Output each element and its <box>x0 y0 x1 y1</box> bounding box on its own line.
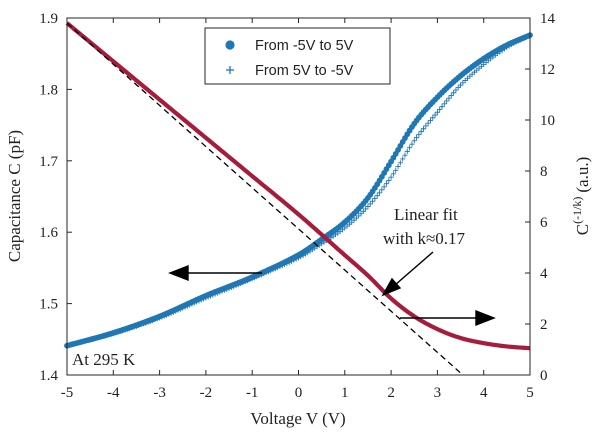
reverse-sweep-point <box>409 141 415 147</box>
reverse-sweep-point <box>376 190 383 196</box>
reverse-sweep-point <box>400 156 406 162</box>
annotation-arrows <box>168 251 496 327</box>
reverse-sweep-point <box>395 163 401 170</box>
y-right-tick-label: 2 <box>540 317 548 333</box>
reverse-sweep-point <box>423 123 429 129</box>
x-tick-label: 3 <box>434 385 442 401</box>
x-tick-label: -2 <box>200 385 213 401</box>
plot-area <box>64 21 533 376</box>
y-right-tick-label: 8 <box>540 164 548 180</box>
legend-box <box>204 27 391 85</box>
legend-label-forward: From -5V to 5V <box>255 38 354 54</box>
reverse-sweep-point <box>437 106 443 113</box>
axes: -5 -4 -3 -2 -1 0 1 2 3 4 51.41.51.61.71.81.9024681… <box>39 11 555 401</box>
fit-label-line1: Linear fit <box>394 205 458 224</box>
x-tick-label: 2 <box>387 385 395 401</box>
linear-fit-line <box>66 22 464 376</box>
y-left-tick-label: 1.8 <box>39 82 58 98</box>
y-right-tick-label: 4 <box>540 266 548 282</box>
x-tick-label: -4 <box>107 385 120 401</box>
reverse-sweep-point <box>388 174 394 180</box>
y-right-tick-label: 0 <box>540 368 548 384</box>
x-axis-label: Voltage V (V) <box>250 409 345 428</box>
temperature-label: At 295 K <box>72 350 136 369</box>
y-left-tick-label: 1.6 <box>39 225 58 241</box>
legend-marker-plus <box>226 66 234 74</box>
reverse-sweep-point <box>393 167 399 173</box>
fit-label-line2: with k≈0.17 <box>383 229 466 248</box>
reverse-sweep-point <box>369 198 376 204</box>
reverse-sweep-point <box>381 184 387 190</box>
x-tick-label: 5 <box>526 385 534 401</box>
series-forward-sweep <box>64 32 533 349</box>
y-right-axis-label-exponent: (-1/k) <box>570 197 584 224</box>
reverse-sweep-point <box>413 135 420 141</box>
reverse-sweep-point <box>444 98 450 104</box>
legend-marker-circle <box>225 40 235 50</box>
reverse-sweep-point <box>358 211 364 217</box>
reverse-sweep-point <box>453 87 459 93</box>
reverse-sweep-point <box>439 104 445 110</box>
reverse-sweep-point <box>386 177 392 184</box>
reverse-sweep-point <box>390 171 397 177</box>
x-tick-label: -1 <box>246 385 259 401</box>
reverse-sweep-point <box>418 129 424 135</box>
reverse-sweep-point <box>383 181 390 187</box>
arrow-to-right-axis-head <box>475 309 496 327</box>
arrow-to-fit-head <box>381 277 402 297</box>
reverse-sweep-point <box>430 115 436 121</box>
y-left-axis-label: Capacitance C (pF) <box>5 130 24 262</box>
y-left-tick-label: 1.4 <box>39 368 58 384</box>
reverse-sweep-point <box>365 203 371 210</box>
x-tick-label: -5 <box>61 385 74 401</box>
reverse-sweep-point <box>451 90 457 96</box>
x-tick-label: 0 <box>295 385 303 401</box>
reverse-sweep-point <box>427 117 434 124</box>
reverse-sweep-point <box>462 77 468 84</box>
y-right-tick-label: 14 <box>540 11 556 27</box>
y-left-tick-label: 1.7 <box>39 154 58 170</box>
reverse-sweep-point <box>420 126 427 132</box>
reverse-sweep-point <box>432 112 438 118</box>
arrow-to-fit-line <box>394 251 434 286</box>
arrow-to-left-axis-head <box>168 264 189 282</box>
reverse-sweep-point <box>407 145 413 151</box>
reverse-sweep-point <box>356 213 362 219</box>
reverse-sweep-point <box>367 201 373 207</box>
reverse-sweep-point <box>448 92 454 99</box>
y-right-axis-label-base: C <box>573 224 592 235</box>
reverse-sweep-point <box>425 120 431 126</box>
legend: From -5V to 5V From 5V to -5V <box>204 27 391 85</box>
y-left-tick-label: 1.9 <box>39 11 58 27</box>
reverse-sweep-point <box>411 138 417 144</box>
reverse-sweep-point <box>457 82 464 88</box>
reverse-sweep-point <box>372 195 378 202</box>
series-transformed-capacitance <box>65 21 531 351</box>
reverse-sweep-point <box>455 84 461 91</box>
reverse-sweep-point <box>397 160 403 166</box>
reverse-sweep-point <box>402 152 408 158</box>
reverse-sweep-point <box>379 187 385 193</box>
x-tick-label: -3 <box>153 385 166 401</box>
reverse-sweep-point <box>363 206 369 212</box>
y-right-tick-label: 6 <box>540 215 548 231</box>
x-tick-label: 4 <box>480 385 488 401</box>
reverse-sweep-point <box>441 101 447 107</box>
reverse-sweep-point <box>434 109 440 115</box>
y-right-axis-label-unit: (a.u.) <box>573 157 592 193</box>
y-left-tick-label: 1.5 <box>39 297 58 313</box>
reverse-sweep-point <box>374 193 380 199</box>
x-tick-label: 1 <box>341 385 349 401</box>
reverse-sweep-point <box>404 148 410 154</box>
y-right-axis-label: C(-1/k) (a.u.) <box>570 157 592 236</box>
legend-label-reverse: From 5V to -5V <box>255 63 354 79</box>
reverse-sweep-point <box>446 95 452 101</box>
reverse-sweep-point <box>360 208 366 214</box>
reverse-sweep-point <box>460 80 466 86</box>
reverse-sweep-point <box>416 131 422 138</box>
y-right-tick-label: 12 <box>540 62 555 78</box>
y-right-tick-label: 10 <box>540 113 555 129</box>
